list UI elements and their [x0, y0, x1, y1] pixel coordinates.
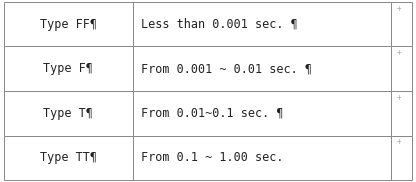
Bar: [391, 46, 412, 91]
Bar: [4, 136, 133, 180]
Text: From 0.01~0.1 sec. ¶: From 0.01~0.1 sec. ¶: [141, 107, 283, 120]
Bar: [133, 2, 391, 46]
Text: +: +: [396, 4, 401, 13]
Text: Less than 0.001 sec. ¶: Less than 0.001 sec. ¶: [141, 18, 298, 31]
Bar: [391, 91, 412, 136]
Text: +: +: [396, 137, 401, 146]
Text: +: +: [396, 48, 401, 57]
Text: Type T¶: Type T¶: [43, 107, 93, 120]
Text: From 0.1 ~ 1.00 sec.: From 0.1 ~ 1.00 sec.: [141, 151, 283, 164]
Text: Type FF¶: Type FF¶: [40, 18, 97, 31]
Bar: [4, 2, 133, 46]
Bar: [133, 91, 391, 136]
Bar: [391, 136, 412, 180]
Text: Type TT¶: Type TT¶: [40, 151, 97, 164]
Text: Type F¶: Type F¶: [43, 62, 93, 75]
Bar: [4, 46, 133, 91]
Bar: [133, 136, 391, 180]
Bar: [133, 46, 391, 91]
Text: From 0.001 ~ 0.01 sec. ¶: From 0.001 ~ 0.01 sec. ¶: [141, 62, 312, 75]
Bar: [4, 91, 133, 136]
Text: +: +: [396, 93, 401, 102]
Bar: [391, 2, 412, 46]
